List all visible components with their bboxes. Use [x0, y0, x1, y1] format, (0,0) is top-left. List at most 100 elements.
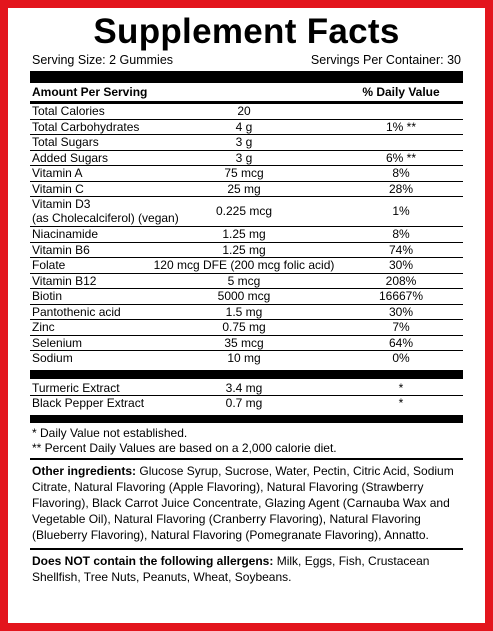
- amount: 1.5 mg: [225, 304, 263, 319]
- name-line: Added Sugars: [32, 150, 109, 165]
- daily-value: 208%: [385, 273, 417, 288]
- nutrient-row: Vitamin D3 (as Cholecalciferol) (vegan) 0.…: [30, 197, 463, 227]
- nutrient-row: Folate 120 mcg DFE (200 mcg folic acid) 30…: [30, 258, 463, 274]
- nutrient-name: Folate: [32, 258, 65, 273]
- nutrient-row: Vitamin A 75 mcg 8%: [30, 166, 463, 182]
- allergens: Does NOT contain the following allergens…: [30, 550, 463, 590]
- nutrient-name: Vitamin C: [32, 182, 84, 197]
- amount: 25 mg: [227, 181, 261, 196]
- nutrient-name: Vitamin B6: [32, 243, 90, 258]
- daily-value: 0%: [392, 351, 410, 365]
- amount: 0.75 mg: [222, 320, 266, 334]
- amount: 3.4 mg: [225, 380, 263, 395]
- table-header: Amount Per Serving % Daily Value: [30, 83, 463, 101]
- daily-value: 30%: [388, 304, 414, 319]
- divider-bar: [30, 71, 463, 83]
- name-line: Turmeric Extract: [32, 380, 120, 395]
- name-line: Total Sugars: [32, 135, 99, 149]
- name-line: Total Carbohydrates: [32, 119, 140, 134]
- nutrient-row: Vitamin C 25 mg 28%: [30, 181, 463, 197]
- nutrient-row: Selenium 35 mcg 64%: [30, 335, 463, 351]
- nutrient-name: Total Sugars: [32, 135, 99, 150]
- daily-value: 1%: [392, 204, 410, 218]
- name-line: Vitamin B12: [32, 273, 97, 288]
- nutrient-name: Total Carbohydrates: [32, 120, 139, 135]
- footnote: * Daily Value not established.: [32, 425, 188, 440]
- nutrient-row: Added Sugars 3 g 6% **: [30, 150, 463, 166]
- amount: 3 g: [235, 135, 253, 149]
- extract-rows: Turmeric Extract 3.4 mg * Black Pepper Extr…: [30, 379, 463, 412]
- name-line: Zinc: [32, 320, 55, 334]
- serving-line: Serving Size: 2 Gummies Servings Per Con…: [30, 52, 463, 68]
- amount: 5 mcg: [227, 273, 261, 288]
- nutrient-row: Total Calories 20: [30, 104, 463, 120]
- name-line: Vitamin B6: [32, 242, 90, 257]
- amount: 20: [237, 104, 251, 118]
- nutrient-name: Pantothenic acid: [32, 305, 121, 320]
- divider-line: [30, 457, 463, 460]
- nutrient-row: Total Sugars 3 g: [30, 135, 463, 151]
- daily-value: 8%: [392, 166, 410, 180]
- daily-value: 7%: [392, 320, 410, 334]
- nutrient-name: Total Calories: [32, 104, 105, 119]
- nutrient-name: Sodium: [32, 351, 73, 366]
- nutrient-name: Added Sugars: [32, 151, 108, 166]
- nutrient-name: Vitamin D3 (as Cholecalciferol) (vegan): [32, 197, 179, 225]
- name-line: Pantothenic acid: [32, 304, 121, 319]
- nutrient-row: Black Pepper Extract 0.7 mg *: [30, 396, 463, 412]
- daily-value: 28%: [388, 181, 414, 196]
- name-line: Folate: [32, 258, 66, 272]
- dv-header: % Daily Value: [362, 85, 440, 99]
- serving-size: Serving Size: 2 Gummies: [32, 53, 174, 67]
- nutrient-row: Zinc 0.75 mg 7%: [30, 320, 463, 336]
- name-line: (as Cholecalciferol) (vegan): [32, 211, 179, 225]
- name-line: Selenium: [32, 335, 83, 350]
- nutrient-name: Turmeric Extract: [32, 381, 120, 396]
- nutrient-name: Black Pepper Extract: [32, 396, 144, 411]
- nutrient-rows: Total Calories 20 Total Carbohydrates 4 g 1%…: [30, 104, 463, 367]
- name-line: Vitamin D3: [32, 197, 91, 211]
- amount-header: Amount Per Serving: [32, 85, 148, 99]
- amount: 1.25 mg: [222, 227, 266, 241]
- other-ingredients-text: Glucose Syrup, Sucrose, Water, Pectin, C…: [32, 463, 454, 542]
- daily-value: 64%: [388, 335, 414, 350]
- nutrient-name: Zinc: [32, 320, 55, 335]
- amount: 3 g: [235, 150, 253, 165]
- allergens-text: Milk, Eggs, Fish, Crustacean Shellfish, …: [32, 553, 430, 584]
- nutrient-row: Vitamin B12 5 mcg 208%: [30, 273, 463, 289]
- name-line: Black Pepper Extract: [32, 396, 145, 410]
- daily-value: 6% **: [385, 150, 417, 165]
- nutrient-row: Sodium 10 mg 0%: [30, 351, 463, 367]
- nutrient-row: Turmeric Extract 3.4 mg *: [30, 380, 463, 396]
- nutrient-row: Vitamin B6 1.25 mg 74%: [30, 242, 463, 258]
- name-line: Biotin: [32, 289, 63, 303]
- name-line: Total Calories: [32, 104, 105, 118]
- daily-value: 8%: [392, 227, 410, 241]
- daily-value: 74%: [388, 242, 414, 257]
- daily-value: 16667%: [378, 289, 424, 303]
- divider-bar: [30, 369, 463, 379]
- amount: 75 mcg: [224, 166, 264, 180]
- label-panel: Supplement Facts Serving Size: 2 Gummies…: [8, 8, 485, 623]
- nutrient-row: Niacinamide 1.25 mg 8%: [30, 227, 463, 243]
- nutrient-row: Biotin 5000 mcg 16667%: [30, 289, 463, 305]
- title: Supplement Facts: [93, 12, 400, 51]
- allergens-label: Does NOT contain the following allergens…: [32, 553, 274, 568]
- nutrient-row: Total Carbohydrates 4 g 1% **: [30, 119, 463, 135]
- daily-value: *: [398, 380, 404, 395]
- nutrient-name: Biotin: [32, 289, 62, 304]
- daily-value: 1% **: [385, 119, 417, 134]
- footnote: ** Percent Daily Values are based on a 2…: [32, 440, 337, 455]
- amount: 5000 mcg: [217, 289, 271, 303]
- name-line: Sodium: [32, 351, 73, 365]
- amount: 35 mcg: [224, 335, 264, 350]
- nutrient-name: Vitamin B12: [32, 274, 96, 289]
- other-ingredients-label: Other ingredients:: [32, 463, 137, 478]
- amount: 0.7 mg: [225, 396, 263, 410]
- amount: 1.25 mg: [222, 242, 266, 257]
- divider-bar: [30, 414, 463, 423]
- daily-value: 30%: [388, 258, 414, 272]
- daily-value: *: [398, 396, 404, 410]
- footnotes: * Daily Value not established. ** Percent…: [30, 423, 463, 458]
